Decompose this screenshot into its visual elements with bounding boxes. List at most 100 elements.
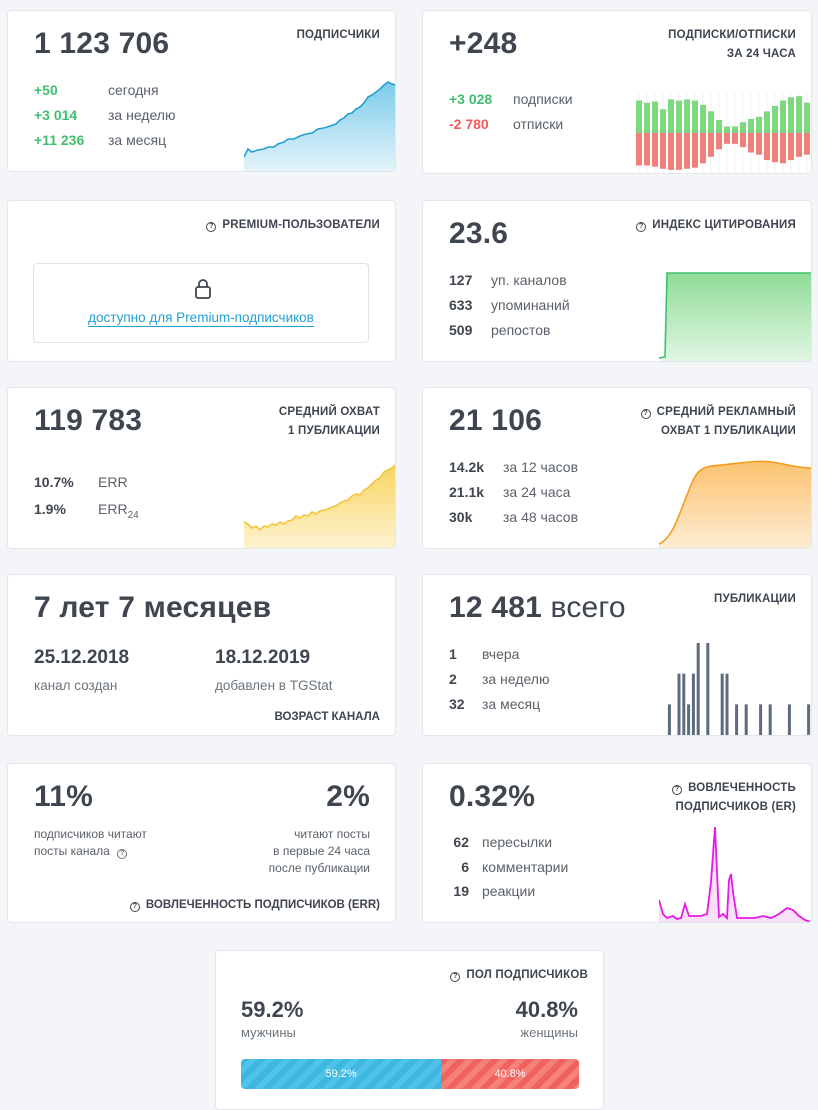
lock-icon (195, 279, 211, 299)
stat-value: 6 (461, 859, 469, 875)
subscribe-bar (636, 100, 642, 133)
question-icon[interactable] (450, 972, 461, 982)
stat-value: 62 (453, 834, 469, 850)
posts-card: 12 481 всего ПУБЛИКАЦИИ 1 вчера 2 за недел… (422, 574, 812, 736)
subscribe-bar (748, 118, 754, 133)
post-bar (687, 704, 691, 735)
female-label: женщины (520, 1025, 578, 1040)
daily-change-chart (636, 93, 810, 173)
stat-label: ERR24 (98, 497, 139, 528)
post-bar (691, 673, 695, 735)
subscribe-bar (668, 99, 674, 133)
unsubscribes-row: -2 780 отписки (449, 112, 563, 136)
gender-caption: ПОЛ ПОДПИСЧИКОВ (450, 966, 588, 985)
premium-link[interactable]: доступно для Premium-подписчиков (34, 310, 368, 327)
question-icon[interactable] (206, 222, 217, 232)
subscribe-bar (732, 126, 738, 133)
ad-reach-line (658, 460, 811, 545)
ad-reach-chart (658, 460, 811, 548)
stat-value: 30k (449, 509, 473, 525)
citation-value: 23.6 (449, 217, 509, 250)
stat-label: вчера (482, 646, 520, 662)
stat-value: -2 780 (449, 116, 489, 132)
subscribe-bar (764, 111, 770, 133)
question-icon[interactable] (636, 222, 647, 232)
unsubscribe-bar (644, 133, 650, 166)
err-left-value: 11% (34, 780, 93, 813)
unsubscribe-bar (780, 133, 786, 164)
question-icon[interactable] (117, 849, 128, 859)
err-right-value: 2% (326, 780, 370, 813)
stat-label: подписки (513, 91, 573, 107)
question-icon[interactable] (129, 902, 140, 912)
er-card: 0.32% ВОВЛЕЧЕННОСТЬ ПОДПИСЧИКОВ (ER) 62 п… (422, 763, 812, 923)
male-label: мужчины (241, 1025, 296, 1040)
question-icon[interactable] (640, 409, 651, 419)
subscribe-bar (716, 120, 722, 133)
caption-line: ЗА 24 ЧАСА (726, 48, 796, 60)
channel-age-card: 7 лет 7 месяцев 25.12.2018 канал создан … (7, 574, 396, 736)
citation-stat-row: 633 упоминаний (449, 293, 570, 317)
citation-stat-row: 509 репостов (449, 318, 550, 342)
posts-caption: ПУБЛИКАЦИИ (714, 593, 796, 605)
citation-area (661, 273, 811, 361)
post-bar (667, 704, 671, 735)
unsubscribe-bar (756, 133, 762, 155)
caption-text: СРЕДНИЙ РЕКЛАМНЫЙ (656, 406, 796, 418)
subscribers-card: 1 123 706 ПОДПИСЧИКИ +50 сегодня +3 014 за… (7, 10, 396, 172)
avg-reach-value: 119 783 (34, 404, 143, 437)
gender-card: ПОЛ ПОДПИСЧИКОВ 59.2% мужчины 40.8% женщ… (215, 950, 604, 1110)
posts-stat-row: 1 вчера (449, 642, 519, 666)
text-line: читают посты (294, 827, 370, 841)
subscribe-bar (772, 105, 778, 133)
er-caption: ВОВЛЕЧЕННОСТЬ ПОДПИСЧИКОВ (ER) (672, 779, 796, 817)
unsubscribe-bar (692, 133, 698, 168)
stat-label: упоминаний (491, 297, 570, 313)
daily-change-caption: ПОДПИСКИ/ОТПИСКИ ЗА 24 ЧАСА (668, 26, 796, 64)
subscribe-bar (796, 96, 802, 133)
unsubscribe-bar (668, 133, 674, 170)
stat-value: 1 (449, 646, 457, 662)
channel-age-caption: ВОЗРАСТ КАНАЛА (274, 711, 380, 723)
stat-value: 1.9% (34, 501, 66, 517)
unsubscribe-bar (804, 133, 810, 155)
posts-stat-row: 32 за месяц (449, 692, 540, 716)
stat-label: за 48 часов (503, 509, 579, 525)
caption-line: ВОВЛЕЧЕННОСТЬ (672, 779, 796, 798)
ad-reach-card: 21 106 СРЕДНИЙ РЕКЛАМНЫЙ ОХВАТ 1 ПУБЛИКА… (422, 387, 812, 549)
post-bar (787, 704, 791, 735)
text-line: подписчиков читают (34, 827, 147, 841)
stat-label: за месяц (108, 132, 167, 148)
stat-label: отписки (513, 116, 564, 132)
stat-row-month: +11 236 за месяц (34, 128, 166, 152)
err24-label: ERR (98, 501, 128, 517)
male-value: 59.2% (241, 997, 304, 1022)
stat-value: 21.1k (449, 484, 485, 500)
avg-reach-area (244, 465, 395, 548)
post-bar (725, 673, 729, 735)
channel-age-value: 7 лет 7 месяцев (34, 591, 272, 624)
caption-line: СРЕДНИЙ РЕКЛАМНЫЙ (640, 403, 796, 422)
unsubscribe-bar (676, 133, 682, 170)
created-date: 25.12.2018 (34, 647, 130, 668)
stat-row-today: +50 сегодня (34, 78, 159, 102)
ad-reach-area (659, 461, 811, 548)
stat-label: пересылки (482, 834, 553, 850)
unsubscribe-bar (700, 133, 706, 164)
post-bar (696, 643, 700, 735)
ad-reach-stat-row: 14.2k за 12 часов (449, 455, 578, 479)
female-bar: 40.8% (441, 1059, 579, 1089)
subscribe-bar (660, 109, 666, 133)
post-bar (768, 704, 772, 735)
question-icon[interactable] (672, 785, 683, 795)
subscribers-caption: ПОДПИСЧИКИ (296, 29, 380, 41)
male-bar-label: 59.2% (325, 1068, 357, 1080)
posts-count: 12 481 (449, 591, 542, 624)
premium-link-text[interactable]: доступно для Premium-подписчиков (88, 310, 314, 327)
post-bar (807, 704, 811, 735)
unsubscribe-bar (652, 133, 658, 167)
caption-text: ВОВЛЕЧЕННОСТЬ ПОДПИСЧИКОВ (ERR) (145, 899, 380, 911)
err24-sub: 24 (127, 509, 139, 521)
subscribes-row: +3 028 подписки (449, 87, 573, 111)
posts-stat-row: 2 за неделю (449, 667, 549, 691)
